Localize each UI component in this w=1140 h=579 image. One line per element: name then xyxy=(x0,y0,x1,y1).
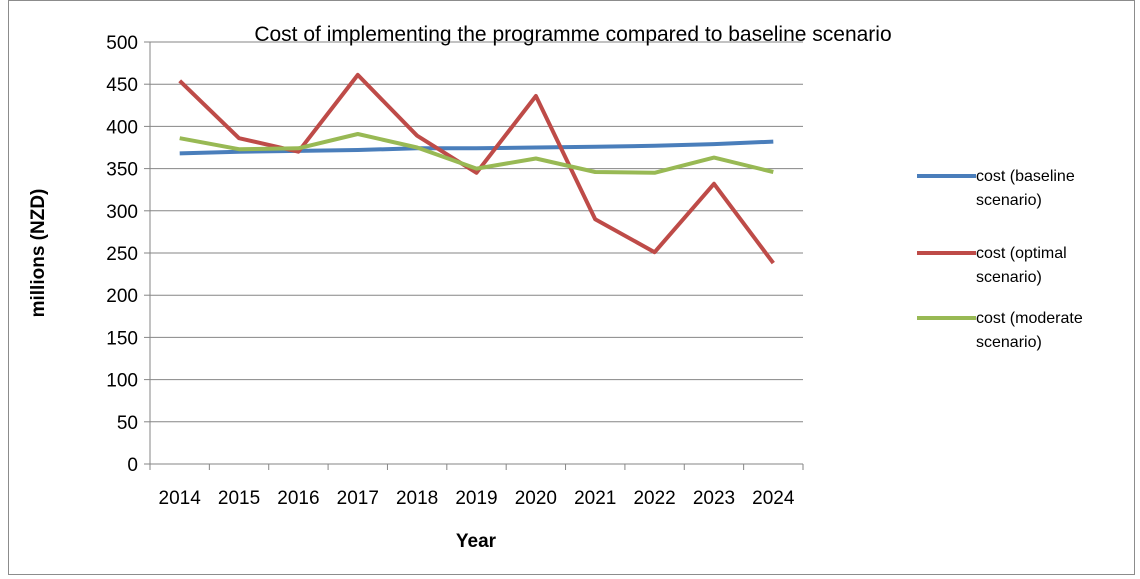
chart-title: Cost of implementing the programme compa… xyxy=(254,23,891,46)
y-tick-label: 200 xyxy=(106,286,138,307)
x-tick-label: 2017 xyxy=(337,488,379,509)
x-tick-label: 2022 xyxy=(633,488,675,509)
x-tick-label: 2023 xyxy=(693,488,735,509)
y-tick-label: 350 xyxy=(106,160,138,181)
series-lines xyxy=(178,72,775,265)
legend: cost (baseline scenario) cost (optimal scen… xyxy=(917,168,1083,351)
y-tick-label: 0 xyxy=(127,455,138,476)
y-tick-label: 500 xyxy=(106,33,138,54)
y-tick-label: 100 xyxy=(106,371,138,392)
x-tick-label: 2024 xyxy=(752,488,795,509)
series-line-1 xyxy=(179,139,774,156)
y-tick-label: 300 xyxy=(106,202,138,223)
x-tick-label: 2015 xyxy=(218,488,260,509)
series-line-3 xyxy=(179,132,774,175)
x-axis-label: Year xyxy=(456,531,497,552)
x-tick-label: 2014 xyxy=(159,488,202,509)
y-tick-label: 150 xyxy=(106,328,138,349)
axes xyxy=(144,41,804,470)
legend-label-2: cost (optimal xyxy=(976,245,1067,262)
x-tick-label: 2019 xyxy=(455,488,497,509)
x-tick-label: 2020 xyxy=(515,488,557,509)
legend-label-3: cost (moderate xyxy=(976,310,1083,327)
y-axis-label: millions (NZD) xyxy=(28,189,49,318)
legend-label-3: scenario) xyxy=(976,334,1042,351)
x-tick-labels: 2014 2015 2016 2017 2018 2019 2020 2021 2022 2023… xyxy=(159,488,795,509)
x-tick-label: 2021 xyxy=(574,488,616,509)
legend-label-1: cost (baseline xyxy=(976,168,1075,185)
y-tick-label: 400 xyxy=(106,117,138,138)
gridlines xyxy=(150,41,803,423)
y-tick-label: 50 xyxy=(117,413,138,434)
y-tick-label: 250 xyxy=(106,244,138,265)
x-tick-label: 2018 xyxy=(396,488,438,509)
x-tick-label: 2016 xyxy=(277,488,319,509)
y-tick-label: 450 xyxy=(106,75,138,96)
legend-label-1: scenario) xyxy=(976,192,1042,209)
legend-label-2: scenario) xyxy=(976,269,1042,286)
y-tick-labels: 0 50 100 150 200 250 300 350 400 450 500 xyxy=(106,33,138,476)
